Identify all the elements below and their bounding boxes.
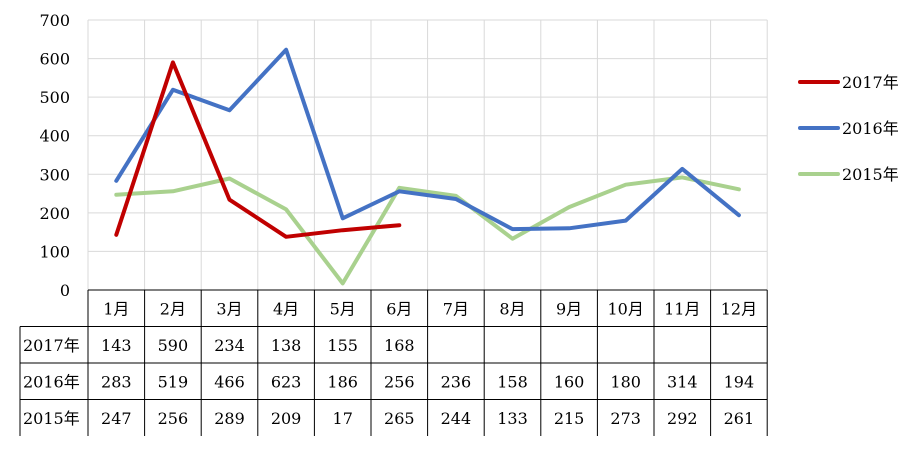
series-line bbox=[114, 60, 402, 239]
x-category-label: 4月 bbox=[273, 299, 299, 318]
y-tick-label: 500 bbox=[39, 88, 70, 107]
x-category-label: 9月 bbox=[556, 299, 582, 318]
table-row-label: 2016年 bbox=[23, 372, 80, 391]
table-cell-value: 244 bbox=[441, 409, 472, 428]
x-category-label: 2月 bbox=[160, 299, 186, 318]
table-cell-value: 138 bbox=[271, 336, 302, 355]
table-row-label: 2017年 bbox=[23, 336, 80, 355]
table-cell-value: 247 bbox=[101, 409, 132, 428]
chart-legend: 2017年 2016年 2015年 bbox=[798, 73, 899, 184]
y-tick-label: 600 bbox=[39, 50, 70, 69]
table-cell-value: 236 bbox=[441, 372, 472, 391]
x-category-label: 1月 bbox=[103, 299, 129, 318]
table-cell-value: 186 bbox=[327, 372, 358, 391]
table-cell-value: 256 bbox=[384, 372, 415, 391]
x-category-label: 3月 bbox=[216, 299, 242, 318]
table-row-label: 2015年 bbox=[23, 409, 80, 428]
table-cell-value: 209 bbox=[271, 409, 302, 428]
y-tick-label: 700 bbox=[39, 11, 70, 30]
data-table: 1月 2月 3月 4月 5月 6月 7月 8月 9月 10月 11月 12月 2017年 143 590 23… bbox=[19, 289, 768, 436]
y-axis: 0 100 200 300 400 500 600 700 bbox=[39, 11, 70, 300]
x-category-label: 12月 bbox=[721, 299, 757, 318]
table-cell-value: 466 bbox=[214, 372, 245, 391]
table-cell-value: 590 bbox=[158, 336, 189, 355]
y-tick-label: 0 bbox=[60, 281, 70, 300]
table-cell-value: 256 bbox=[158, 409, 189, 428]
legend-label: 2015年 bbox=[842, 165, 899, 184]
table-cell-value: 194 bbox=[724, 372, 755, 391]
x-category-label: 8月 bbox=[499, 299, 525, 318]
table-cell-value: 234 bbox=[214, 336, 245, 355]
chart-grid bbox=[87, 19, 768, 290]
y-tick-label: 100 bbox=[39, 242, 70, 261]
x-category-label: 7月 bbox=[443, 299, 469, 318]
y-tick-label: 300 bbox=[39, 165, 70, 184]
table-cell-value: 289 bbox=[214, 409, 245, 428]
chart-lines bbox=[114, 47, 741, 286]
x-category-label: 11月 bbox=[664, 299, 700, 318]
table-cell-value: 17 bbox=[333, 409, 353, 428]
table-cell-value: 283 bbox=[101, 372, 132, 391]
table-cell-value: 623 bbox=[271, 372, 302, 391]
table-cell-value: 180 bbox=[610, 372, 641, 391]
table-cell-value: 155 bbox=[327, 336, 358, 355]
table-cell-value: 160 bbox=[554, 372, 585, 391]
legend-label: 2016年 bbox=[842, 119, 899, 138]
table-cell-value: 133 bbox=[497, 409, 528, 428]
table-cell-value: 314 bbox=[667, 372, 698, 391]
legend-label: 2017年 bbox=[842, 73, 899, 92]
table-cell-value: 519 bbox=[158, 372, 189, 391]
table-cell-value: 265 bbox=[384, 409, 415, 428]
x-category-label: 10月 bbox=[608, 299, 644, 318]
table-cell-value: 292 bbox=[667, 409, 698, 428]
x-category-label: 6月 bbox=[386, 299, 412, 318]
table-cell-value: 273 bbox=[610, 409, 641, 428]
table-cell-value: 158 bbox=[497, 372, 528, 391]
x-category-label: 5月 bbox=[330, 299, 356, 318]
y-tick-label: 200 bbox=[39, 204, 70, 223]
series-line bbox=[114, 47, 741, 232]
y-tick-label: 400 bbox=[39, 127, 70, 146]
table-cell-value: 215 bbox=[554, 409, 585, 428]
table-cell-value: 143 bbox=[101, 336, 132, 355]
table-cell-value: 261 bbox=[724, 409, 755, 428]
table-cell-value: 168 bbox=[384, 336, 415, 355]
